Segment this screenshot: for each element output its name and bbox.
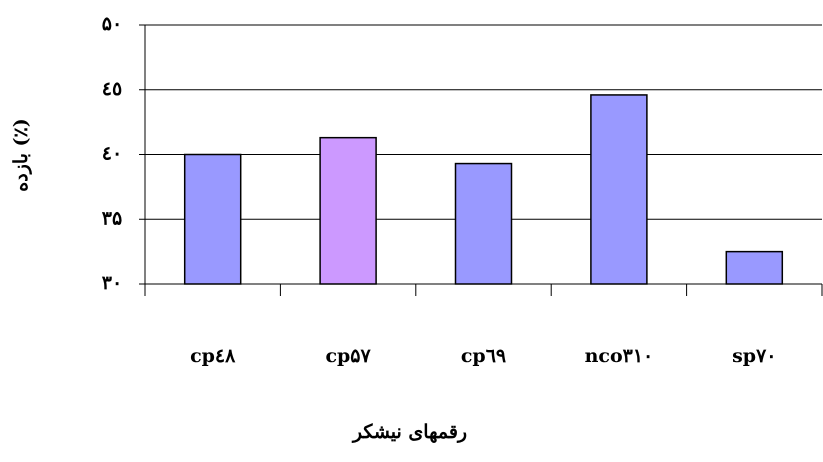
x-axis-title: رقمهای نیشکر	[351, 421, 467, 443]
bar	[590, 94, 648, 285]
y-tick-label: ٤٥	[102, 78, 122, 100]
y-tick-label: ۵۰	[102, 13, 122, 35]
y-tick-label: ۳۵	[102, 207, 122, 229]
bar	[725, 250, 784, 285]
x-tick-label: nco۳۱۰	[585, 345, 654, 367]
y-tick-label: ۳۰	[102, 272, 122, 294]
x-tick-label: sp۷۰	[732, 345, 776, 367]
y-axis-title: بازده (٪)	[10, 118, 32, 191]
x-tick-label: cp۵۷	[325, 345, 371, 367]
bar	[454, 162, 513, 285]
y-tick-label: ٤٠	[102, 143, 122, 165]
x-tick-label: cp٦٩	[461, 345, 506, 367]
bar	[183, 153, 242, 285]
bar	[319, 136, 377, 285]
x-tick-label: cp٤٨	[190, 345, 236, 367]
